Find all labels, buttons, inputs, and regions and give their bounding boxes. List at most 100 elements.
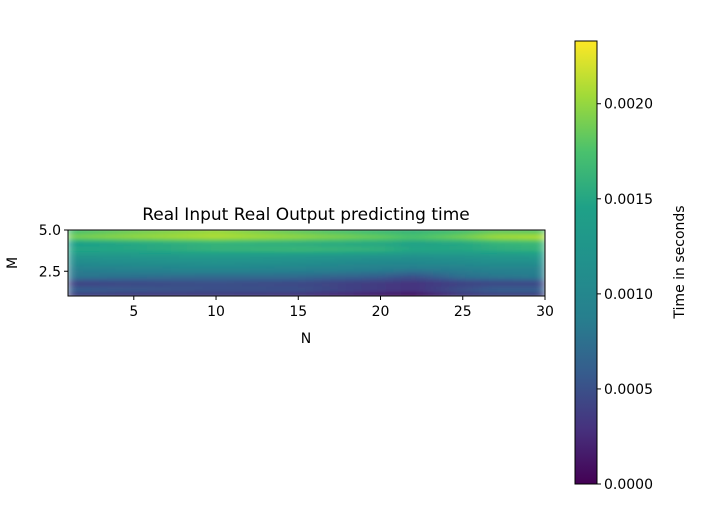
heatmap-cell [194,293,204,296]
heatmap-cell [282,263,292,267]
heatmap-cell [425,231,435,235]
heatmap-cell [210,255,220,259]
heatmap-cell [504,285,514,289]
heatmap-cell [274,265,284,269]
heatmap-cell [68,283,77,287]
heatmap-cell [258,275,268,279]
heatmap-cell [313,237,323,241]
heatmap-cell [131,257,141,261]
heatmap-cell [369,231,379,235]
heatmap-cell [91,235,101,239]
heatmap-cell [298,273,307,277]
heatmap-cell [258,271,268,275]
heatmap-cell [329,230,339,233]
heatmap-cell [210,265,220,269]
heatmap-cell [520,265,530,269]
heatmap-cell [162,251,172,255]
heatmap-cell [385,241,395,245]
heatmap-cell [266,291,276,295]
heatmap-cell [512,271,522,275]
heatmap-cell [465,247,474,251]
heatmap-cell [234,257,244,261]
heatmap-cell [512,243,522,247]
heatmap-cell [528,281,538,285]
heatmap-cell [202,237,212,241]
heatmap-cell [99,265,109,269]
heatmap-cell [250,269,260,273]
heatmap-cell [266,271,276,275]
heatmap-cell [465,293,474,296]
heatmap-cell [361,239,371,243]
heatmap-cell [162,245,172,249]
heatmap-cell [290,249,300,253]
heatmap-cell [266,263,276,267]
heatmap-cell [194,253,204,257]
heatmap-cell [488,283,498,287]
heatmap-cell [75,275,85,279]
heatmap-cell [202,267,212,271]
heatmap-cell [131,253,141,257]
heatmap-cell [170,239,180,243]
heatmap-cell [131,287,141,291]
heatmap-cell [266,243,276,247]
heatmap-cell [68,273,77,277]
heatmap-cell [226,267,236,271]
heatmap-cell [282,285,292,289]
heatmap-cell [234,255,244,259]
heatmap-cell [393,243,403,247]
heatmap-cell [488,239,498,243]
heatmap-cell [154,243,164,247]
heatmap-cell [457,271,466,275]
heatmap-cell [91,257,101,261]
heatmap-cell [115,273,125,277]
heatmap-cell [115,259,125,263]
heatmap-cell [178,259,188,263]
heatmap-cell [369,255,379,259]
heatmap-cell [385,230,395,233]
heatmap-cell [480,249,490,253]
heatmap-cell [178,231,188,235]
heatmap-cell [488,249,498,253]
heatmap-cell [282,267,292,271]
heatmap-cell [496,245,506,249]
heatmap-cell [377,277,387,281]
x-tick-label: 25 [454,304,472,320]
heatmap-cell [504,271,514,275]
heatmap-cell [409,237,419,241]
heatmap-cell [361,235,371,239]
heatmap-cell [536,257,545,261]
heatmap-cell [353,233,363,237]
heatmap-cell [417,233,427,237]
heatmap-cell [337,263,347,267]
heatmap-cell [91,231,101,235]
heatmap-cell [496,281,506,285]
heatmap-cell [306,285,315,289]
heatmap-cell [282,291,292,295]
heatmap-cell [361,281,371,285]
heatmap-cell [520,269,530,273]
heatmap-cell [115,285,125,289]
heatmap-cell [488,241,498,245]
heatmap-cell [449,251,459,255]
heatmap-cell [170,293,180,296]
heatmap-cell [115,271,125,275]
heatmap-cell [449,239,459,243]
heatmap-cell [68,247,77,251]
heatmap-cell [210,257,220,261]
heatmap-cell [274,263,284,267]
heatmap-cell [369,239,379,243]
heatmap-cell [170,263,180,267]
heatmap-cell [139,247,148,251]
heatmap-cell [401,251,411,255]
heatmap-cell [480,273,490,277]
heatmap-cell [369,259,379,263]
heatmap-cell [266,265,276,269]
heatmap-cell [512,285,522,289]
heatmap-cell [194,237,204,241]
heatmap-cell [520,243,530,247]
heatmap-cell [377,287,387,291]
x-axis-ticks: 5 10 15 20 25 30 [129,296,554,320]
heatmap-cell [91,230,101,233]
heatmap-cell [377,283,387,287]
heatmap-cell [345,247,355,251]
